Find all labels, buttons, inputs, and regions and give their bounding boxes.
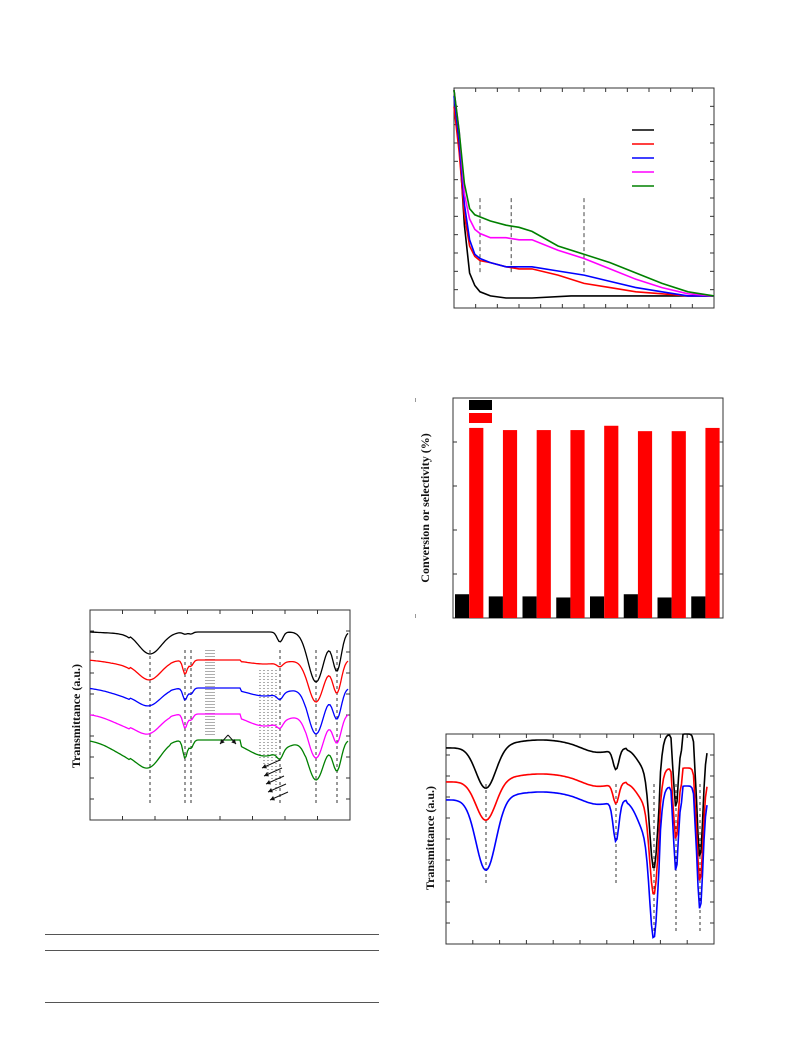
- ir-right-chart: Transmittance (a.u.): [423, 733, 715, 945]
- ir-left-arrowhead: [262, 764, 267, 769]
- ir-left-arrowhead: [231, 739, 236, 744]
- bar-1-7: [657, 597, 672, 618]
- ir-left-series-line-3: [89, 687, 349, 735]
- bar-1-5: [590, 596, 605, 618]
- bar-1-3: [522, 596, 537, 618]
- ir-right-series-line-2: [446, 767, 708, 895]
- uv-series-line-2: [453, 106, 714, 297]
- ir-left-arrowhead: [270, 796, 275, 801]
- bars-legend-swatch-1: [469, 400, 492, 410]
- bars-y-axis-title: Conversion or selectivity (%): [418, 433, 432, 582]
- ir-left-chart: Transmittance (a.u.): [70, 609, 351, 821]
- conversion-selectivity-chart: Conversion or selectivity (%): [415, 397, 724, 619]
- uv-series-line-5: [453, 89, 715, 297]
- uv-series-line-3: [453, 96, 714, 297]
- bar-2-2: [502, 430, 518, 618]
- bar-1-6: [623, 594, 638, 618]
- ir-left-arrowhead: [266, 780, 271, 785]
- bar-1-4: [556, 597, 571, 618]
- uv-series-line-4: [453, 89, 715, 297]
- uv-series-line-1: [453, 89, 714, 299]
- bar-1-2: [488, 596, 503, 618]
- bar-2-4: [570, 430, 585, 618]
- table-bottom-rule: [45, 1002, 379, 1003]
- ir-left-plot-frame: [89, 609, 351, 821]
- uv-legend: [632, 129, 654, 187]
- ir-right-series-group: [446, 733, 708, 939]
- ir-left-series-line-1: [89, 631, 349, 683]
- ir-left-y-axis-title: Transmittance (a.u.): [70, 664, 83, 768]
- ir-left-arrowhead: [264, 772, 269, 777]
- bar-2-8: [705, 427, 720, 618]
- uv-series-group: [453, 89, 715, 299]
- uv-reference-lines: [479, 198, 585, 274]
- ir-left-series-line-5: [89, 739, 349, 781]
- ir-right-y-axis-title: Transmittance (a.u.): [423, 786, 437, 890]
- ir-right-series-line-1: [446, 733, 708, 869]
- bar-2-7: [671, 431, 686, 618]
- ir-left-series-line-2: [89, 659, 349, 703]
- bar-2-6: [637, 431, 653, 618]
- ir-right-ticks: [445, 733, 715, 945]
- ir-left-series-group: [89, 631, 349, 781]
- ir-left-series-line-4: [89, 713, 349, 759]
- uv-ticks: [453, 87, 715, 309]
- bar-2-1: [469, 427, 484, 618]
- table-top-rule: [45, 934, 379, 935]
- ir-left-reference-lines: [149, 650, 338, 805]
- ir-right-series-line-3: [446, 785, 708, 939]
- table-header-rule: [45, 950, 379, 951]
- bars-legend: [469, 400, 492, 423]
- ir-left-ticks: [89, 609, 351, 821]
- bars-marks: [455, 425, 720, 618]
- bars-plot-frame: [452, 397, 724, 619]
- bar-2-3: [536, 430, 551, 618]
- uv-vis-chart: [453, 87, 715, 309]
- bar-2-5: [604, 425, 619, 618]
- bar-1-1: [455, 594, 470, 618]
- ir-left-arrowhead: [268, 788, 273, 793]
- ir-left-arrowhead: [220, 739, 225, 744]
- bars-legend-swatch-2: [469, 413, 492, 423]
- bar-1-8: [691, 596, 706, 618]
- ir-left-arrows: [219, 734, 289, 801]
- ir-right-reference-lines: [485, 784, 701, 932]
